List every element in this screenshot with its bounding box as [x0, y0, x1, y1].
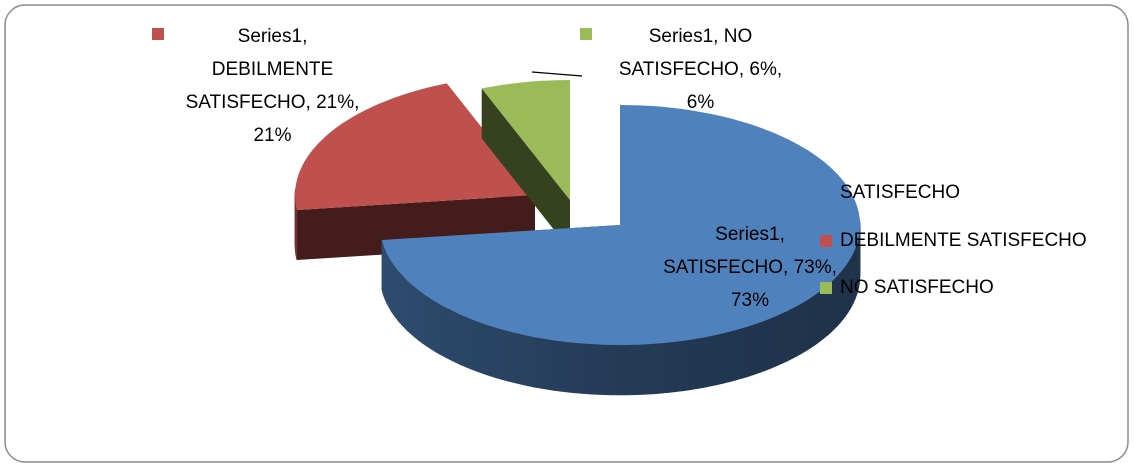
slice-side	[533, 336, 542, 389]
slice-side	[771, 315, 778, 369]
slice-side	[709, 334, 717, 387]
slice-side	[407, 280, 412, 335]
slice-side	[414, 286, 419, 341]
slice-side	[440, 304, 446, 358]
slice-side	[495, 327, 502, 380]
slice-side	[465, 316, 473, 370]
slice-side	[398, 270, 402, 326]
slice-side	[776, 312, 783, 367]
slice-side	[435, 301, 441, 356]
slice-side	[716, 333, 724, 386]
legend-marker	[820, 282, 832, 294]
slice-side	[410, 283, 416, 338]
legend-label: DEBILMENTE SATISFECHO	[840, 230, 1087, 251]
slice-side	[765, 317, 772, 371]
slice-side	[449, 309, 456, 363]
slice-side	[426, 295, 432, 350]
legend-label: NO SATISFECHO	[840, 277, 994, 298]
slice-side	[625, 344, 634, 396]
slice-side	[735, 327, 743, 381]
label-key	[580, 28, 592, 40]
slice-side	[646, 343, 655, 395]
slice-side	[782, 310, 788, 364]
legend-marker	[820, 235, 832, 247]
label-key	[152, 28, 164, 40]
slice-side	[661, 342, 669, 394]
slice-top	[381, 105, 860, 345]
slice-side	[722, 331, 730, 384]
slice-side	[741, 326, 749, 379]
slice-side	[568, 341, 576, 394]
slice-side	[547, 339, 555, 391]
slice-side	[507, 330, 515, 384]
slice-side	[747, 324, 755, 377]
leader-line	[531, 71, 583, 77]
slice-side	[753, 321, 761, 375]
slice-side	[471, 318, 478, 373]
slice-side	[513, 332, 522, 385]
slice-side	[520, 333, 528, 387]
slice-side	[444, 306, 451, 361]
slice-side	[404, 277, 409, 332]
slice-side	[401, 273, 405, 329]
slice-side	[575, 342, 584, 394]
slice-side	[501, 329, 509, 382]
slice-side	[759, 319, 767, 373]
slice-side	[390, 260, 394, 316]
slice-side	[477, 321, 484, 375]
slice-top	[295, 83, 535, 210]
slice-side	[682, 339, 690, 392]
slice-side	[702, 335, 711, 388]
slice-side	[596, 344, 605, 396]
slice-side	[554, 340, 562, 392]
label-key	[627, 226, 639, 238]
slice-side	[668, 341, 676, 393]
slice-side	[589, 343, 598, 395]
slice-side	[654, 342, 662, 395]
slice-side	[618, 344, 627, 396]
slice-side	[418, 289, 423, 344]
slice-wall	[481, 88, 570, 251]
slice-side	[455, 311, 462, 366]
slice-side	[632, 344, 641, 396]
slice-side	[540, 337, 549, 390]
slice-side	[729, 329, 737, 383]
data-label: Series1, DEBILMENTE SATISFECHO, 21%, 21%	[185, 26, 360, 146]
slice-side	[483, 323, 490, 377]
pie-slice	[481, 80, 570, 251]
slice-side	[381, 239, 384, 294]
slice-side	[695, 337, 704, 390]
slice-side	[582, 343, 591, 395]
slice-side	[527, 335, 535, 388]
slice-side	[561, 341, 569, 393]
slice-side	[639, 343, 648, 395]
slice-side	[610, 344, 619, 396]
data-label: Series1, SATISFECHO, 73%, 73%	[663, 224, 837, 311]
data-label: Series1, NO SATISFECHO, 6%, 6%	[618, 26, 783, 113]
legend-marker	[820, 187, 832, 199]
slice-side	[460, 314, 467, 368]
pie-slice	[381, 105, 861, 396]
legend-label: SATISFECHO	[840, 182, 960, 203]
slice-top	[481, 80, 570, 200]
slice-side	[675, 340, 683, 393]
slice-side	[689, 338, 697, 391]
slice-side	[422, 292, 428, 347]
slice-side	[603, 344, 612, 396]
slice-side	[430, 298, 437, 353]
slice-side	[488, 325, 496, 379]
slice-side	[393, 263, 397, 319]
slice-side	[395, 267, 399, 323]
